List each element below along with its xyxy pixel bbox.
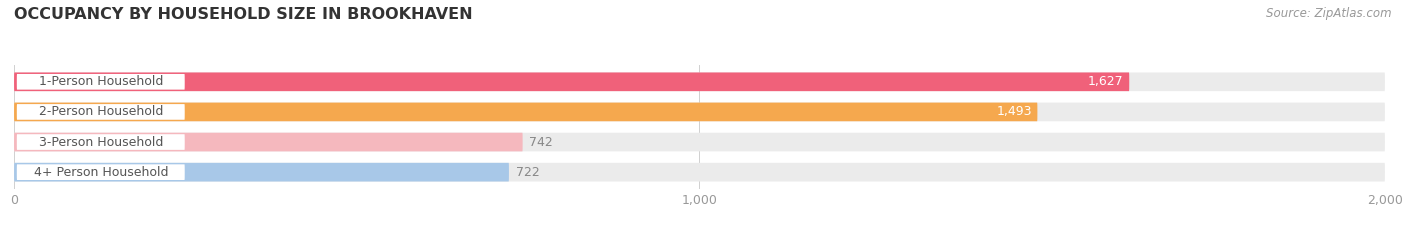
FancyBboxPatch shape bbox=[17, 104, 184, 120]
Text: 742: 742 bbox=[530, 136, 553, 149]
FancyBboxPatch shape bbox=[14, 133, 523, 151]
Text: 3-Person Household: 3-Person Household bbox=[38, 136, 163, 149]
FancyBboxPatch shape bbox=[17, 134, 184, 150]
Text: 1,493: 1,493 bbox=[997, 105, 1032, 118]
FancyBboxPatch shape bbox=[14, 103, 1038, 121]
FancyBboxPatch shape bbox=[17, 164, 184, 180]
FancyBboxPatch shape bbox=[14, 163, 1385, 182]
FancyBboxPatch shape bbox=[14, 163, 509, 182]
Text: 1-Person Household: 1-Person Household bbox=[38, 75, 163, 88]
FancyBboxPatch shape bbox=[17, 74, 184, 90]
FancyBboxPatch shape bbox=[14, 72, 1385, 91]
Text: 1,627: 1,627 bbox=[1088, 75, 1123, 88]
Text: Source: ZipAtlas.com: Source: ZipAtlas.com bbox=[1267, 7, 1392, 20]
Text: 2-Person Household: 2-Person Household bbox=[38, 105, 163, 118]
FancyBboxPatch shape bbox=[14, 133, 1385, 151]
Text: 4+ Person Household: 4+ Person Household bbox=[34, 166, 167, 179]
FancyBboxPatch shape bbox=[14, 72, 1129, 91]
Text: OCCUPANCY BY HOUSEHOLD SIZE IN BROOKHAVEN: OCCUPANCY BY HOUSEHOLD SIZE IN BROOKHAVE… bbox=[14, 7, 472, 22]
Text: 722: 722 bbox=[516, 166, 540, 179]
FancyBboxPatch shape bbox=[14, 103, 1385, 121]
